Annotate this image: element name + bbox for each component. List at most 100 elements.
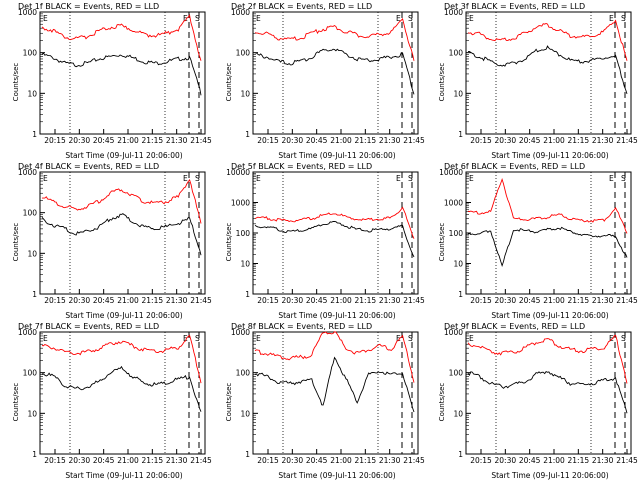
plot-panel: 1 10 100 1000 20:15 20:30 20:45 21:00 21:15 21:30… <box>0 0 213 160</box>
x-tick-label: 20:45 <box>519 136 541 145</box>
flag-marker: E <box>469 174 474 183</box>
plot-panel: 1 10 100 1000 20:15 20:30 20:45 21:00 21:15 21:30… <box>213 0 426 160</box>
y-tick-label: 100 <box>23 49 38 58</box>
plot-title: Det 8f BLACK = Events, RED = LLD <box>231 322 373 331</box>
plot-panel: 1 10 100 1000 10000 20:15 20:30 20:45 21:00 21:15… <box>426 160 639 320</box>
plot-title: Det 3f BLACK = Events, RED = LLD <box>444 2 586 11</box>
plot-title: Det 7f BLACK = Events, RED = LLD <box>18 322 160 331</box>
series-line-events <box>254 356 415 413</box>
x-tick-label: 21:45 <box>403 136 425 145</box>
y-tick-label: 1000 <box>444 199 463 208</box>
x-tick-label: 20:45 <box>306 296 328 305</box>
flag-marker: E <box>396 174 401 183</box>
x-tick-label: 20:15 <box>470 456 492 465</box>
y-axis-label: Counts/sec <box>438 62 446 102</box>
y-tick-label: 1000 <box>18 168 37 177</box>
x-tick-label: 21:00 <box>543 136 565 145</box>
y-tick-label: 10 <box>27 249 37 258</box>
flag-marker: S <box>408 174 413 183</box>
x-tick-label: 20:30 <box>69 136 91 145</box>
x-tick-label: 21:15 <box>355 296 377 305</box>
series-line-events <box>41 213 202 256</box>
flag-marker: S <box>408 14 413 23</box>
x-tick-label: 20:30 <box>69 456 91 465</box>
x-tick-label: 20:15 <box>257 456 279 465</box>
y-tick-label: 1 <box>32 450 37 459</box>
series-line-lld <box>42 178 202 224</box>
x-tick-label: 21:00 <box>117 296 139 305</box>
y-tick-label: 1000 <box>444 328 463 337</box>
x-tick-label: 20:15 <box>44 456 66 465</box>
flag-marker: S <box>621 334 626 343</box>
series-line-events <box>467 226 628 268</box>
flag-marker: S <box>195 174 200 183</box>
flag-marker: E <box>609 334 614 343</box>
x-tick-label: 21:00 <box>330 136 352 145</box>
plot-title: Det 1f BLACK = Events, RED = LLD <box>18 2 160 11</box>
x-tick-label: 21:15 <box>142 456 164 465</box>
y-axis-label: Counts/sec <box>12 382 20 422</box>
plot-panel: 1 10 100 1000 20:15 20:30 20:45 21:00 21:15 21:30… <box>426 0 639 160</box>
plot-title: Det 2f BLACK = Events, RED = LLD <box>231 2 373 11</box>
y-tick-label: 10 <box>27 409 37 418</box>
series-line-lld <box>41 14 202 61</box>
axes-box <box>39 11 206 135</box>
x-tick-label: 20:45 <box>93 296 115 305</box>
x-axis-label: Start Time (09-Jul-11 20:06:00) <box>65 471 183 480</box>
y-axis-label: Counts/sec <box>225 222 233 262</box>
flag-marker: E <box>469 14 474 23</box>
y-axis-label: Counts/sec <box>225 62 233 102</box>
plot-svg: 1 10 100 1000 10000 20:15 20:30 20:45 21:00 21:15… <box>226 168 425 305</box>
y-tick-label: 10 <box>453 260 463 269</box>
flag-marker: S <box>195 334 200 343</box>
x-tick-label: 20:30 <box>495 136 517 145</box>
x-axis-label: Start Time (09-Jul-11 20:06:00) <box>491 311 609 320</box>
y-tick-label: 100 <box>449 369 464 378</box>
y-tick-label: 10000 <box>226 168 250 177</box>
series-line-events <box>254 220 415 258</box>
series-line-lld <box>254 206 415 239</box>
axes-box <box>252 171 419 295</box>
x-tick-label: 20:30 <box>495 296 517 305</box>
x-tick-label: 20:15 <box>470 136 492 145</box>
series-line-events <box>255 48 415 95</box>
x-tick-label: 20:15 <box>44 296 66 305</box>
y-tick-label: 100 <box>23 209 38 218</box>
plot-title: Det 9f BLACK = Events, RED = LLD <box>444 322 586 331</box>
flag-marker: E <box>43 174 48 183</box>
series-line-lld <box>254 18 415 61</box>
y-tick-label: 10 <box>453 409 463 418</box>
axes-box <box>39 171 206 295</box>
x-tick-label: 21:30 <box>379 296 401 305</box>
flag-marker: E <box>183 14 188 23</box>
y-tick-label: 1000 <box>18 328 37 337</box>
x-tick-label: 21:30 <box>592 296 614 305</box>
x-tick-label: 21:15 <box>568 136 590 145</box>
x-tick-label: 21:45 <box>403 296 425 305</box>
flag-marker: E <box>183 174 188 183</box>
flag-marker: E <box>183 334 188 343</box>
series-line-lld <box>467 177 628 234</box>
y-tick-label: 10 <box>240 260 250 269</box>
y-axis-label: Counts/sec <box>225 382 233 422</box>
x-axis-label: Start Time (09-Jul-11 20:06:00) <box>278 151 396 160</box>
plot-panel: 1 10 100 1000 10000 20:15 20:30 20:45 21:00 21:15… <box>213 160 426 320</box>
y-tick-label: 1000 <box>231 328 250 337</box>
x-tick-label: 21:30 <box>166 456 188 465</box>
axes-box <box>39 331 206 455</box>
y-tick-label: 100 <box>236 369 251 378</box>
x-tick-label: 21:45 <box>190 296 212 305</box>
plot-svg: 1 10 100 1000 20:15 20:30 20:45 21:00 21:15 21:30… <box>18 8 212 145</box>
y-tick-label: 10 <box>453 89 463 98</box>
y-tick-label: 1 <box>245 290 250 299</box>
y-tick-label: 10000 <box>439 168 463 177</box>
y-tick-label: 1 <box>245 450 250 459</box>
x-tick-label: 21:15 <box>142 136 164 145</box>
axes-box <box>465 331 632 455</box>
y-tick-label: 1 <box>458 450 463 459</box>
series-line-lld <box>467 334 628 384</box>
x-axis-label: Start Time (09-Jul-11 20:06:00) <box>491 151 609 160</box>
x-tick-label: 21:45 <box>616 296 638 305</box>
x-tick-label: 20:15 <box>257 296 279 305</box>
x-tick-label: 21:30 <box>379 136 401 145</box>
